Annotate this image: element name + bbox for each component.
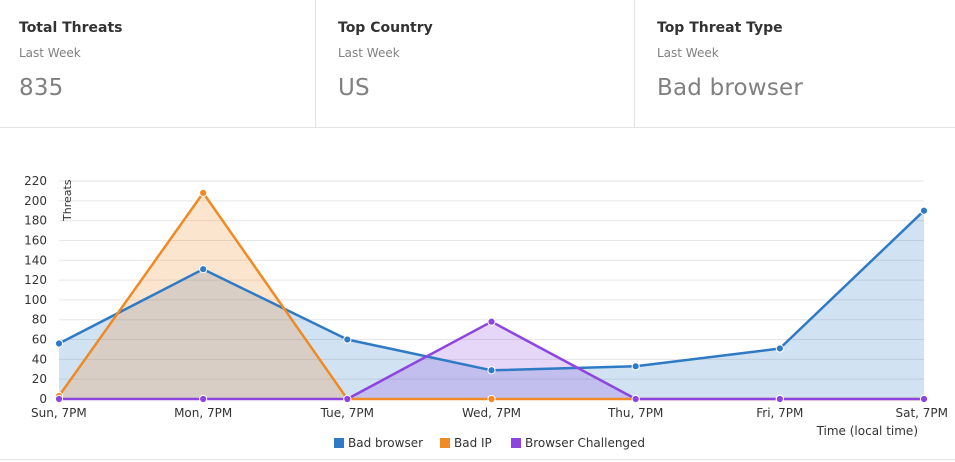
- y-tick-label: 40: [32, 352, 47, 366]
- y-tick-label: 20: [32, 372, 47, 386]
- stat-subtitle: Last Week: [657, 46, 719, 60]
- series-areas: [59, 192, 924, 399]
- legend-label: Bad IP: [454, 436, 492, 450]
- y-tick-label: 80: [32, 313, 47, 327]
- x-tick-label: Fri, 7PM: [756, 406, 803, 420]
- x-tick-label: Mon, 7PM: [174, 406, 232, 420]
- x-tick-label: Tue, 7PM: [320, 406, 374, 420]
- threats-chart: 0 20 40 60 80 100 120 140 160 180 200 220 Sun, 7PM M…: [24, 174, 948, 450]
- x-tick-label: Sat, 7PM: [895, 406, 948, 420]
- data-point: [199, 394, 208, 404]
- stat-subtitle: Last Week: [19, 46, 81, 60]
- data-point: [343, 394, 352, 404]
- stat-title: Top Threat Type: [657, 20, 783, 36]
- data-point: [631, 394, 640, 404]
- data-point: [775, 394, 784, 404]
- stat-total-threats: Total Threats Last Week 835: [0, 0, 316, 127]
- divider: [0, 459, 955, 460]
- y-tick-label: 160: [24, 233, 47, 247]
- x-axis-ticks: Sun, 7PM Mon, 7PM Tue, 7PM Wed, 7PM Thu, 7PM…: [31, 406, 948, 420]
- data-point: [487, 394, 496, 404]
- legend-swatch: [440, 438, 450, 448]
- data-point: [919, 394, 929, 404]
- stat-top-threat-type: Top Threat Type Last Week Bad browser: [635, 0, 955, 127]
- data-point: [199, 188, 208, 197]
- stat-title: Top Country: [338, 20, 433, 36]
- chart-legend: Bad browser Bad IP Browser Challenged: [334, 436, 645, 450]
- x-tick-label: Sun, 7PM: [31, 406, 87, 420]
- stat-title: Total Threats: [19, 20, 123, 36]
- x-tick-label: Thu, 7PM: [607, 406, 663, 420]
- stat-top-country: Top Country Last Week US: [316, 0, 635, 127]
- legend-label: Browser Challenged: [525, 436, 645, 450]
- legend-label: Bad browser: [348, 436, 423, 450]
- y-tick-label: 220: [24, 174, 47, 188]
- series-area: [59, 321, 924, 399]
- data-point: [919, 206, 929, 215]
- stat-value: Bad browser: [657, 75, 804, 101]
- series-points: [54, 188, 929, 404]
- series-area: [59, 192, 924, 399]
- data-point: [487, 317, 496, 326]
- y-tick-label: 100: [24, 293, 47, 307]
- stat-value: US: [338, 75, 370, 101]
- y-tick-label: 180: [24, 214, 47, 228]
- stats-bar: Total Threats Last Week 835 Top Country …: [0, 0, 955, 128]
- y-tick-label: 60: [32, 333, 47, 347]
- data-point: [343, 335, 352, 344]
- data-point: [775, 344, 784, 353]
- data-point: [54, 394, 64, 404]
- y-tick-label: 0: [39, 392, 47, 406]
- stat-value: 835: [19, 75, 64, 101]
- data-point: [487, 366, 496, 375]
- x-tick-label: Wed, 7PM: [462, 406, 521, 420]
- x-axis-label: Time (local time): [816, 424, 918, 438]
- y-axis-label: Threats: [61, 179, 74, 222]
- series-area: [59, 210, 924, 399]
- stat-subtitle: Last Week: [338, 46, 400, 60]
- data-point: [199, 265, 208, 274]
- data-point: [631, 362, 640, 371]
- data-point: [54, 339, 64, 348]
- legend-swatch: [334, 438, 344, 448]
- y-tick-label: 120: [24, 273, 47, 287]
- y-axis-ticks: 0 20 40 60 80 100 120 140 160 180 200 220: [24, 174, 47, 406]
- y-tick-label: 200: [24, 194, 47, 208]
- y-tick-label: 140: [24, 253, 47, 267]
- legend-swatch: [511, 438, 521, 448]
